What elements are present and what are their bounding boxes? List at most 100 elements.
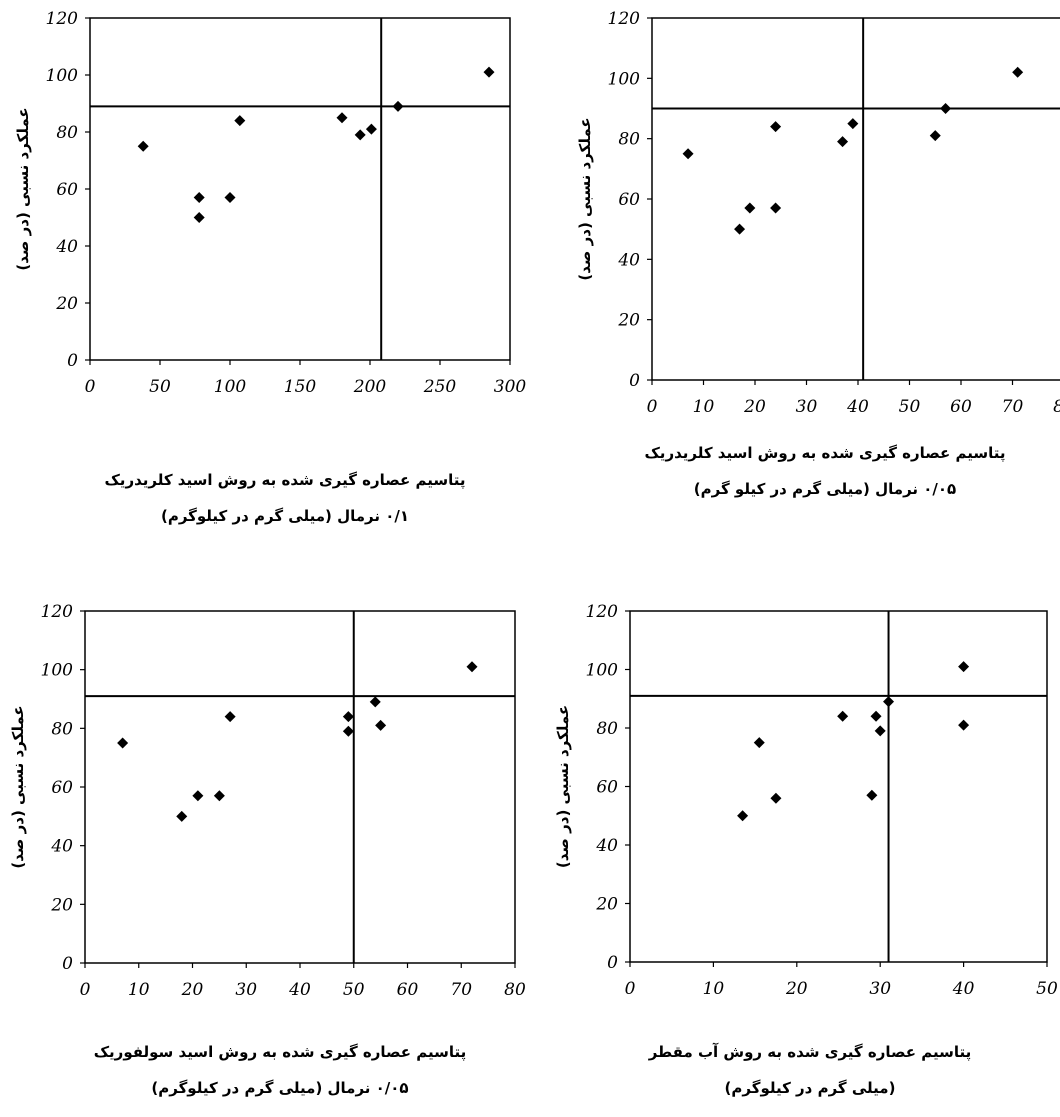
y-tick-label: 80 — [596, 719, 618, 739]
x-tick-label: 20 — [181, 980, 204, 1000]
chart-panel-hcl-0-05n: 0 20 40 60 80 100 120 0 10 20 30 40 50 60 70 80 عملکرد ن… — [530, 0, 1060, 560]
x-tick-label: 30 — [869, 979, 891, 999]
x-tick-label: 250 — [423, 377, 457, 397]
x-tick-label: 50 — [149, 377, 171, 397]
x-axis-label-line1: پتاسیم عصاره گیری شده به روش اسید کلریدر… — [644, 444, 1006, 462]
x-tick-label: 300 — [494, 377, 527, 397]
data-point — [375, 719, 387, 731]
x-tick-label: 20 — [785, 979, 808, 999]
y-tick-label: 100 — [608, 69, 641, 89]
data-point — [770, 792, 782, 804]
y-axis-label: عملکرد نسبی (در صد) — [554, 705, 572, 868]
x-axis-label-line2: ۰/۰۵ نرمال (میلی گرم در کیلو گرم) — [693, 480, 957, 498]
y-tick-label: 0 — [62, 954, 73, 974]
data-point — [940, 103, 952, 114]
data-point — [770, 202, 782, 214]
x-axis-label-line1: پتاسیم عصاره گیری شده به روش آب مقطر — [648, 1043, 972, 1061]
x-axis-label-line2: (میلی گرم در کیلوگرم) — [724, 1079, 896, 1097]
chart-panel-h2so4-0-05n: 0 20 40 60 80 100 120 0 10 20 30 40 50 60 70 80 عملکرد ن… — [0, 560, 530, 1117]
data-point — [847, 118, 859, 130]
plot-frame — [629, 610, 1048, 963]
x-axis-label-line1: پتاسیم عصاره گیری شده به روش اسید سولفور… — [93, 1043, 467, 1061]
y-tick-label: 60 — [51, 778, 73, 798]
x-tick-label: 40 — [952, 979, 975, 999]
data-point — [117, 737, 129, 749]
y-tick-label: 0 — [67, 351, 78, 371]
x-tick-label: 40 — [846, 397, 869, 417]
data-point — [354, 129, 366, 141]
data-point — [734, 223, 746, 235]
data-point — [837, 710, 849, 722]
y-tick-label: 60 — [596, 778, 618, 798]
data-point — [744, 202, 756, 214]
y-axis-label: عملکرد نسبی (در صد) — [9, 705, 27, 868]
x-axis-label: پتاسیم عصاره گیری شده به روش اسید کلریدر… — [60, 470, 510, 526]
x-tick-label: 10 — [703, 979, 725, 999]
data-point — [770, 121, 782, 133]
data-point — [483, 66, 495, 78]
y-tick-label: 20 — [617, 311, 640, 331]
x-axis-label-line1: پتاسیم عصاره گیری شده به روش اسید کلریدر… — [104, 471, 466, 489]
x-tick-label: 50 — [1036, 979, 1058, 999]
x-tick-label: 50 — [899, 397, 921, 417]
x-tick-label: 150 — [284, 377, 317, 397]
y-tick-label: 80 — [51, 719, 73, 739]
data-point — [837, 136, 849, 148]
y-axis-label: عملکرد نسبی (در صد) — [14, 107, 32, 270]
plot-frame — [651, 17, 1060, 381]
y-tick-label: 40 — [50, 837, 73, 857]
y-tick-label: 100 — [41, 661, 74, 681]
data-point — [958, 661, 970, 673]
data-point — [958, 719, 970, 731]
x-axis-label: پتاسیم عصاره گیری شده به روش آب مقطر (می… — [585, 1042, 1035, 1098]
chart-panel-hcl-0-1n: 0 20 40 60 80 100 120 0 50 100 150 200 250 300 عملکرد … — [0, 0, 530, 560]
x-tick-label: 70 — [1002, 397, 1024, 417]
y-tick-label: 40 — [617, 250, 640, 270]
data-point — [753, 737, 765, 749]
y-tick-label: 20 — [55, 294, 78, 314]
scatter-chart-hcl-0-1n: 0 20 40 60 80 100 120 0 50 100 150 200 250 300 عملکرد … — [14, 9, 527, 397]
data-point — [342, 711, 354, 723]
data-point — [213, 790, 225, 802]
data-point — [336, 112, 348, 124]
data-point — [883, 696, 895, 708]
data-point — [870, 710, 882, 722]
x-tick-label: 60 — [950, 397, 972, 417]
x-tick-label: 80 — [1053, 397, 1060, 417]
y-tick-label: 0 — [629, 371, 640, 391]
data-point — [866, 789, 878, 801]
data-point — [234, 115, 246, 127]
data-point — [369, 696, 381, 708]
data-point — [392, 100, 404, 112]
x-axis-label-line2: ۰/۱ نرمال (میلی گرم در کیلوگرم) — [160, 507, 410, 525]
data-point — [192, 790, 204, 802]
chart-panel-distilled-water: 0 20 40 60 80 100 120 0 10 20 30 40 50 عملکرد نسبی (د… — [530, 560, 1060, 1117]
data-point — [682, 148, 694, 160]
y-tick-label: 120 — [608, 9, 641, 29]
data-point — [224, 711, 236, 723]
x-tick-label: 30 — [235, 980, 257, 1000]
x-tick-label: 40 — [288, 980, 311, 1000]
x-tick-label: 70 — [450, 980, 472, 1000]
data-point — [342, 725, 354, 737]
data-point — [193, 212, 205, 223]
x-tick-label: 200 — [353, 377, 387, 397]
x-tick-label: 0 — [85, 377, 96, 397]
x-tick-label: 80 — [504, 980, 526, 1000]
x-tick-label: 10 — [128, 980, 150, 1000]
y-tick-label: 40 — [55, 237, 78, 257]
y-tick-label: 60 — [618, 190, 640, 210]
data-point — [193, 192, 205, 204]
data-point — [929, 130, 941, 142]
scatter-chart-distilled-water: 0 20 40 60 80 100 120 0 10 20 30 40 50 عملکرد نسبی (د… — [554, 602, 1058, 999]
x-tick-label: 100 — [214, 377, 247, 397]
data-point — [737, 810, 749, 822]
y-tick-label: 100 — [586, 661, 619, 681]
y-tick-label: 80 — [618, 130, 640, 150]
x-tick-label: 30 — [796, 397, 818, 417]
y-tick-label: 100 — [46, 66, 79, 86]
data-point — [176, 810, 188, 822]
data-point — [466, 661, 478, 673]
y-tick-label: 0 — [607, 953, 618, 973]
data-point — [365, 123, 377, 135]
